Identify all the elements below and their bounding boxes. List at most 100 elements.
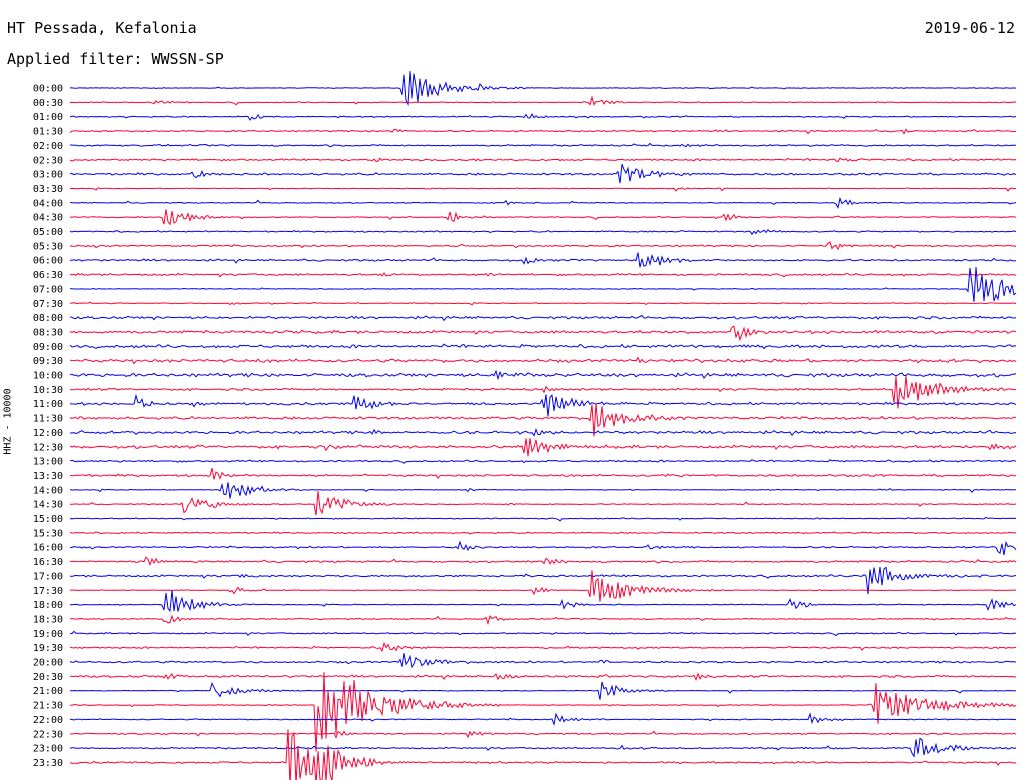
time-label: 23:30: [33, 758, 63, 769]
time-label: 06:30: [33, 270, 63, 281]
trace-2100: [69, 681, 1016, 700]
trace-0130: [69, 128, 1017, 135]
trace-0500: [69, 229, 1017, 236]
time-label: 07:00: [33, 284, 63, 295]
time-label: 19:30: [33, 643, 63, 654]
time-label: 20:00: [33, 658, 63, 669]
trace-0400: [69, 196, 1017, 209]
trace-0330: [69, 187, 1017, 192]
trace-1430: [69, 490, 1017, 516]
time-label: 21:30: [33, 701, 63, 712]
trace-2130: [69, 672, 1017, 752]
time-label: 21:00: [33, 686, 63, 697]
trace-1530: [69, 531, 1017, 535]
time-label: 17:00: [33, 571, 63, 582]
trace-2200: [69, 712, 1017, 727]
time-label: 05:30: [33, 241, 63, 252]
time-label: 10:30: [33, 385, 63, 396]
date-label: 2019-06-12: [924, 19, 1015, 37]
trace-0000: [70, 71, 1017, 107]
trace-1600: [69, 540, 1017, 556]
trace-0100: [69, 113, 1017, 121]
trace-0600: [69, 252, 1017, 268]
trace-2230: [69, 730, 1017, 739]
trace-0930: [69, 356, 1017, 365]
time-label: 20:30: [33, 672, 63, 683]
trace-0830: [69, 325, 1017, 342]
trace-1800: [69, 590, 1017, 613]
trace-1230: [69, 438, 1017, 457]
time-label: 16:30: [33, 557, 63, 568]
time-label: 17:30: [33, 586, 63, 597]
time-label: 06:00: [33, 256, 63, 267]
time-label: 12:30: [33, 442, 63, 453]
trace-0530: [69, 241, 1017, 251]
time-label: 09:30: [33, 356, 63, 367]
trace-2030: [70, 672, 1017, 682]
time-label: 03:30: [33, 184, 63, 195]
time-label: 15:30: [33, 528, 63, 539]
time-label: 10:00: [33, 371, 63, 382]
time-label: 00:00: [33, 84, 63, 95]
time-label: 14:00: [33, 485, 63, 496]
trace-0900: [69, 343, 1017, 350]
filter-label: Applied filter: WWSSN-SP: [7, 50, 224, 68]
trace-0800: [69, 314, 1017, 322]
time-label: 00:30: [33, 98, 63, 109]
time-label: 07:30: [33, 299, 63, 310]
trace-0230: [69, 157, 1017, 163]
trace-1130: [69, 403, 1017, 437]
time-label: 23:00: [33, 744, 63, 755]
time-label: 11:30: [33, 414, 63, 425]
time-label: 03:00: [33, 170, 63, 181]
trace-1000: [69, 369, 1017, 381]
trace-1330: [69, 467, 1016, 480]
time-label: 15:00: [33, 514, 63, 525]
time-label: 02:00: [33, 141, 63, 152]
trace-2330: [69, 729, 1017, 780]
trace-2300: [69, 737, 1017, 758]
time-label: 22:00: [33, 715, 63, 726]
time-label: 08:00: [33, 313, 63, 324]
time-label: 16:00: [33, 543, 63, 554]
trace-0300: [69, 164, 1017, 184]
trace-1730: [69, 570, 1016, 602]
time-label: 02:30: [33, 155, 63, 166]
time-label: 18:30: [33, 614, 63, 625]
time-label: 11:00: [33, 399, 63, 410]
time-label: 13:30: [33, 471, 63, 482]
trace-1100: [69, 393, 1017, 417]
trace-1830: [70, 614, 1017, 626]
trace-0030: [70, 95, 1017, 106]
time-label: 22:30: [33, 729, 63, 740]
time-label: 04:30: [33, 213, 63, 224]
time-label: 01:30: [33, 127, 63, 138]
trace-1930: [69, 641, 1017, 653]
trace-1200: [69, 428, 1017, 437]
trace-1400: [69, 482, 1016, 499]
time-label: 13:00: [33, 457, 63, 468]
trace-0630: [69, 272, 1017, 278]
trace-1630: [69, 556, 1017, 567]
trace-1300: [69, 459, 1017, 464]
time-label: 05:00: [33, 227, 63, 238]
trace-1700: [69, 566, 1017, 595]
time-label: 18:00: [33, 600, 63, 611]
time-label: 09:00: [33, 342, 63, 353]
time-label: 04:00: [33, 198, 63, 209]
trace-0700: [69, 267, 1017, 302]
time-label: 12:00: [33, 428, 63, 439]
trace-1900: [69, 630, 1017, 637]
time-label: 14:30: [33, 500, 63, 511]
trace-0430: [69, 209, 1017, 226]
trace-0730: [69, 301, 1017, 306]
time-label: 01:00: [33, 112, 63, 123]
time-label: 08:30: [33, 327, 63, 338]
trace-0200: [69, 142, 1017, 148]
time-label: 19:00: [33, 629, 63, 640]
trace-2000: [69, 653, 1017, 669]
trace-1500: [69, 516, 1017, 522]
trace-1030: [69, 375, 1017, 409]
station-title: HT Pessada, Kefalonia: [7, 19, 197, 37]
